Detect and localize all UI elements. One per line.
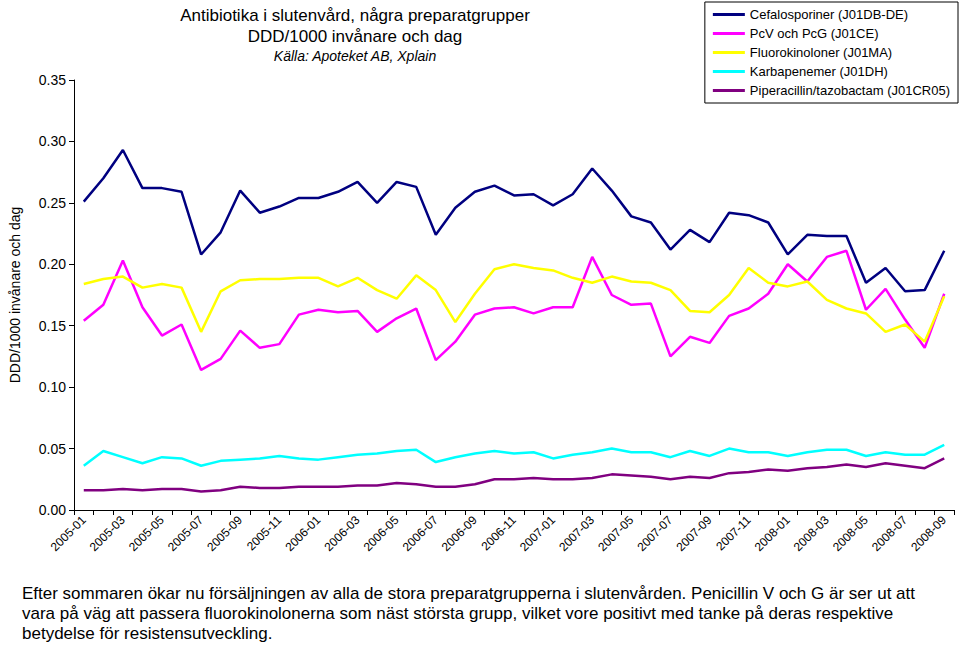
svg-text:2008-05: 2008-05 xyxy=(830,513,871,554)
svg-text:0.25: 0.25 xyxy=(39,195,66,211)
svg-text:2005-07: 2005-07 xyxy=(165,513,206,554)
svg-text:2007-07: 2007-07 xyxy=(634,513,675,554)
svg-text:0.00: 0.00 xyxy=(39,502,66,518)
svg-text:Antibiotika i slutenvård, någr: Antibiotika i slutenvård, några preparat… xyxy=(180,6,530,25)
svg-text:2006-07: 2006-07 xyxy=(400,513,441,554)
svg-text:DDD/1000 invånare och dag: DDD/1000 invånare och dag xyxy=(7,207,23,384)
svg-text:2005-01: 2005-01 xyxy=(48,513,89,554)
svg-text:Piperacillin/tazobactam (J01CR: Piperacillin/tazobactam (J01CR05) xyxy=(750,83,950,98)
svg-text:0.15: 0.15 xyxy=(39,318,66,334)
svg-text:2007-03: 2007-03 xyxy=(556,513,597,554)
svg-text:0.20: 0.20 xyxy=(39,256,66,272)
svg-text:2008-01: 2008-01 xyxy=(752,513,793,554)
svg-text:Källa: Apoteket AB, Xplain: Källa: Apoteket AB, Xplain xyxy=(274,48,437,64)
svg-text:2006-03: 2006-03 xyxy=(322,513,363,554)
html-text:Efter sommaren ökar nu försälj: Efter sommaren ökar nu försäljningen av … xyxy=(22,584,915,643)
svg-text:DDD/1000 invånare och dag: DDD/1000 invånare och dag xyxy=(248,27,463,46)
svg-text:2006-09: 2006-09 xyxy=(439,513,480,554)
svg-text:0.05: 0.05 xyxy=(39,441,66,457)
svg-text:0.10: 0.10 xyxy=(39,379,66,395)
svg-text:2005-11: 2005-11 xyxy=(244,513,285,554)
svg-text:2008-09: 2008-09 xyxy=(908,513,949,554)
svg-text:2006-01: 2006-01 xyxy=(282,513,323,554)
svg-text:2007-09: 2007-09 xyxy=(674,513,715,554)
svg-text:Karbapenemer (J01DH): Karbapenemer (J01DH) xyxy=(750,64,888,79)
svg-text:2005-05: 2005-05 xyxy=(126,513,167,554)
svg-text:2007-05: 2007-05 xyxy=(595,513,636,554)
svg-text:2006-11: 2006-11 xyxy=(479,513,520,554)
svg-text:Cefalosporiner (J01DB-DE): Cefalosporiner (J01DB-DE) xyxy=(750,7,908,22)
svg-text:2005-09: 2005-09 xyxy=(204,513,245,554)
svg-text:2007-11: 2007-11 xyxy=(713,513,754,554)
svg-text:Fluorokinoloner (J01MA): Fluorokinoloner (J01MA) xyxy=(750,45,892,60)
svg-text:0.30: 0.30 xyxy=(39,133,66,149)
svg-text:2007-01: 2007-01 xyxy=(517,513,558,554)
svg-text:2008-07: 2008-07 xyxy=(869,513,910,554)
svg-text:2005-03: 2005-03 xyxy=(87,513,128,554)
svg-text:0.35: 0.35 xyxy=(39,72,66,88)
svg-text:2006-05: 2006-05 xyxy=(361,513,402,554)
svg-text:PcV och PcG (J01CE): PcV och PcG (J01CE) xyxy=(750,26,879,41)
svg-text:2008-03: 2008-03 xyxy=(791,513,832,554)
